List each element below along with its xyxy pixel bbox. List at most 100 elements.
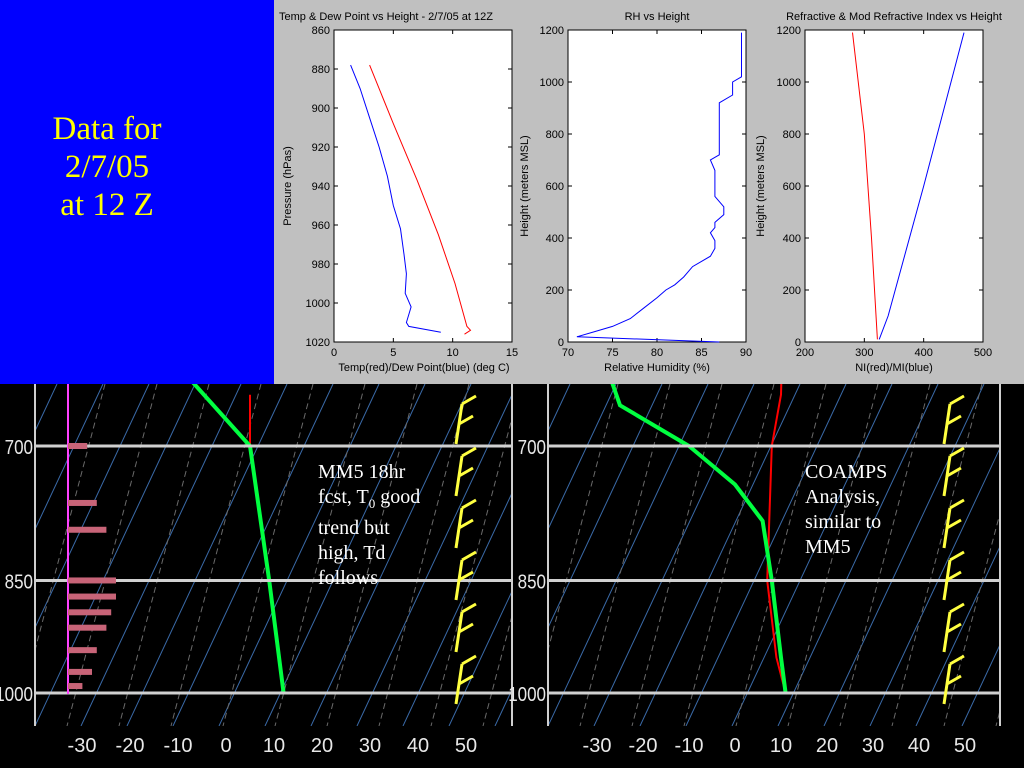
- plot-2-xtick-label: 75: [606, 347, 618, 359]
- skewt-1-plot-area: [35, 384, 701, 726]
- skewt-2-isotherm: [777, 384, 939, 726]
- annotation-mm5-line-1: MM5 18hr: [318, 461, 406, 483]
- plot-2-ytick-label: 600: [546, 181, 564, 193]
- skewt-1-adiabat: [118, 384, 210, 726]
- plot-2-xlabel: Relative Humidity (%): [604, 362, 710, 374]
- plot-1-ytick-label: 880: [312, 64, 330, 76]
- skewt-1-temp-label: 40: [407, 735, 429, 757]
- skewt-2-isotherm: [180, 384, 340, 726]
- skewt-1-temp-label: 30: [359, 735, 381, 757]
- plot-3-series-line: [852, 32, 878, 340]
- skewt-1-isotherm: [310, 384, 472, 726]
- skewt-1-adiabat: [482, 613, 512, 726]
- plot-3-xtick-label: 500: [974, 347, 992, 359]
- skewt-2-adiabat: [891, 384, 983, 726]
- matlab-plots-svg: 0 5 10 1586088090092094096098010001020Temp …: [279, 11, 1002, 374]
- skewt-1-temp-label: -30: [68, 735, 97, 757]
- plot-1-ytick-label: 980: [312, 259, 330, 271]
- plot-1-ytick-label: 1000: [306, 298, 330, 310]
- annotation-mm5-line-2-pre: fcst, T: [318, 486, 369, 508]
- skewt-1-isotherm: [35, 384, 104, 531]
- plot-2: 70 75 80 85 90 0 200 400 600 800 1000 1200 RH vs Hei…: [519, 11, 752, 374]
- skewt-1-pressure-label: 1000: [0, 683, 33, 706]
- plot-1-ytick-label: 900: [312, 103, 330, 115]
- skewt-2-isotherm: [823, 384, 985, 726]
- skewt-1-isotherm: [172, 384, 334, 726]
- matlab-plots-panel: 0 5 10 15 860 880 900 920 940 960 980 1000 1020 Temp …: [274, 0, 1024, 384]
- skewt-1-wind-bar: [68, 647, 97, 654]
- annotation-mm5-line-2-post: good: [375, 486, 421, 508]
- skewt-1-isotherm: [80, 384, 242, 726]
- skewt-1-wind-bar: [68, 624, 107, 631]
- plot-2-ytick-label: 200: [546, 285, 564, 297]
- skewt-2-wind-barb: [942, 550, 965, 601]
- skewt-2-isotherm: [548, 384, 663, 629]
- skewt-1-isotherm: [218, 384, 380, 726]
- plot-2-ytick-label: 0: [558, 337, 564, 349]
- plot-3-xtick-label: 400: [914, 347, 932, 359]
- skewt-1-adiabat: [222, 384, 314, 726]
- skewt-1-temp-label: 10: [263, 735, 285, 757]
- plot-1-xlabel: Temp(red)/Dew Point(blue) (deg C): [338, 362, 509, 374]
- skewt-1-pressure-label: 700: [5, 436, 33, 459]
- skewt-2-adiabat: [839, 384, 931, 726]
- annotation-mm5-line-4: high, Td: [318, 542, 386, 564]
- skewt-2-isotherm: [961, 643, 1000, 726]
- skewt-2-dewpoint-profile: [610, 384, 788, 694]
- skewt-1-isotherm: [541, 384, 701, 726]
- plot-1-xtick-label: 15: [506, 347, 518, 359]
- skewt-1-wind-bar: [68, 443, 88, 449]
- skewt-1-wind-barb: [454, 394, 477, 445]
- plot-3-xtick-label: 200: [796, 347, 814, 359]
- skewt-1-wind-barb: [454, 446, 477, 497]
- skewt-1-isotherm: [356, 393, 512, 726]
- plot-3: 200 300 400 500020040060080010001200Refract…: [755, 11, 1002, 374]
- plot-1-ytick-label: 920: [312, 142, 330, 154]
- plot-2-title: RH vs Height: [625, 11, 690, 23]
- skewt-2-temp-label: 50: [954, 735, 976, 757]
- plot-3-ytick-label: 1200: [777, 25, 801, 37]
- annotation-coamps-line-3: similar to: [805, 511, 882, 533]
- plot-1-xtick-label: 10: [447, 347, 459, 359]
- plot-3-ytick-label: 0: [795, 337, 801, 349]
- skewt-2-isotherm: [548, 384, 709, 726]
- skewt-1-isotherm: [448, 590, 512, 726]
- plot-1-xtick-label: 5: [390, 347, 396, 359]
- skewt-2-temp-label: 10: [770, 735, 792, 757]
- plot-2-series-line: [576, 32, 742, 343]
- plot-2-ytick-label: 400: [546, 233, 564, 245]
- plot-2-xtick-label: 90: [740, 347, 752, 359]
- annotation-coamps-line-2: Analysis,: [805, 486, 880, 508]
- skewt-1-wind-bar: [68, 577, 116, 584]
- plot-3-ytick-label: 400: [783, 233, 801, 245]
- plot-2-xtick-label: 70: [562, 347, 574, 359]
- annotation-coamps: COAMPS Analysis, similar to MM5: [805, 460, 887, 560]
- skewt-2-wind-barb: [942, 498, 965, 549]
- skewt-1-wind-bar: [68, 683, 83, 690]
- skewt-1-isotherm: [264, 384, 426, 726]
- skewt-1-temp-label: -20: [116, 735, 145, 757]
- plot-1-ytick-label: 940: [312, 181, 330, 193]
- annotation-coamps-line-4: MM5: [805, 536, 851, 558]
- skewt-1-adiabat: [326, 384, 418, 726]
- skewt-2-temp-label: 0: [729, 735, 740, 757]
- skewt-2-adiabat: [787, 384, 879, 726]
- skewt-2-isotherm: [869, 446, 1000, 726]
- skewt-2-temp-label: -20: [629, 735, 658, 757]
- plot-3-ytick-label: 200: [783, 285, 801, 297]
- plot-1-title: Temp & Dew Point vs Height - 2/7/05 at 1…: [279, 11, 493, 23]
- skewt-2-wind-barb: [942, 446, 965, 497]
- plot-3-axes: [804, 29, 984, 343]
- skewt-2-wind-barb: [942, 394, 965, 445]
- skewt-2-adiabat: [735, 384, 827, 726]
- plot-3-title: Refractive & Mod Refractive Index vs Hei…: [786, 11, 1002, 23]
- skewt-2-adiabat: [683, 384, 775, 726]
- skewt-2-pressure-label: 700: [518, 436, 546, 459]
- plot-1-ytick-label: 960: [312, 220, 330, 232]
- skewt-1-wind-barb: [454, 602, 477, 653]
- skewt-2-isotherm: [593, 384, 755, 726]
- plot-3-ytick-label: 800: [783, 129, 801, 141]
- plot-2-ytick-label: 800: [546, 129, 564, 141]
- skewt-2-isotherm: [639, 384, 801, 726]
- plot-1-ytick-label: 1020: [306, 337, 330, 349]
